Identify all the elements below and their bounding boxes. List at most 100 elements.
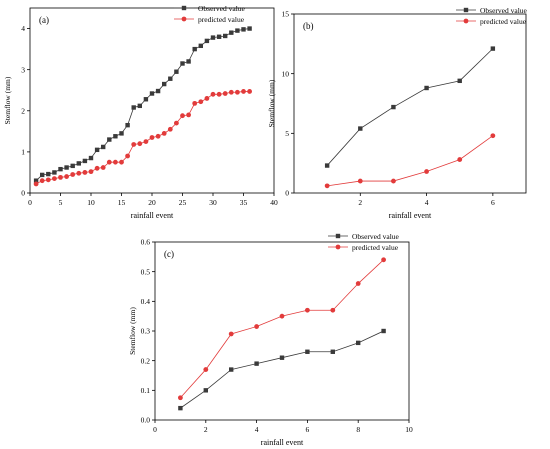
x-tick-label: 0 [28, 198, 32, 207]
data-point [113, 159, 118, 165]
data-point [113, 134, 118, 139]
data-point [381, 328, 386, 334]
data-point [424, 169, 429, 174]
x-tick-label: 4 [255, 425, 259, 434]
x-tick-label: 25 [179, 198, 187, 207]
y-tick-label: 0.6 [141, 238, 151, 247]
data-point [192, 100, 198, 106]
series-line [180, 330, 384, 409]
data-point [39, 178, 45, 184]
legend-marker [181, 5, 187, 11]
legend-label: Observed value [198, 4, 246, 13]
y-tick-label: 0.2 [141, 356, 151, 365]
data-point [198, 43, 203, 49]
x-tick-label: 0 [153, 425, 157, 434]
legend-label: predicted value [352, 243, 399, 252]
data-point [247, 89, 253, 94]
data-point [143, 97, 149, 102]
data-point [94, 165, 100, 171]
data-point [357, 178, 363, 184]
series-0: Observed value [178, 232, 400, 411]
data-point [76, 161, 81, 166]
series-line [35, 91, 250, 185]
data-point [101, 144, 106, 150]
data-point [82, 170, 88, 175]
data-point [137, 141, 143, 147]
y-axis-label: Stemflow (mm) [128, 307, 137, 355]
legend-label: Observed value [480, 6, 528, 15]
data-point [222, 91, 228, 96]
data-point [162, 81, 167, 87]
data-point [192, 46, 197, 52]
data-point [324, 183, 330, 189]
data-point [149, 135, 155, 140]
data-point [391, 104, 396, 110]
chart-panel-1: 2 4 6 0 5 10 15 rainfall event Stemflow (mm) (b) O… [267, 6, 528, 220]
data-point [94, 147, 100, 153]
data-point [228, 89, 234, 95]
data-point [131, 105, 136, 110]
legend-label: predicted value [198, 15, 245, 24]
data-point [229, 30, 234, 35]
data-point [279, 355, 285, 360]
data-point [149, 91, 155, 96]
data-point [178, 405, 183, 411]
y-tick-label: 0.1 [141, 386, 151, 395]
data-point [204, 38, 210, 44]
y-axis-label: Stemflow (mm) [3, 76, 12, 124]
data-point [174, 69, 179, 74]
chart-panel-2: 0 2 4 6 8 10 0.0 0.1 0.2 0.3 0.4 0.5 0.6 rainfall eve… [128, 232, 413, 447]
x-tick-label: 5 [59, 198, 63, 207]
data-point [490, 46, 496, 51]
data-point [210, 35, 216, 40]
data-point [247, 26, 252, 31]
data-point [358, 126, 363, 131]
y-tick-label: 0 [285, 189, 289, 198]
series-0: Observed value [33, 4, 252, 183]
data-point [119, 131, 124, 136]
series-line [180, 259, 384, 399]
data-point [203, 388, 208, 393]
data-point [70, 163, 75, 169]
data-point [356, 340, 361, 346]
series-0: Observed value [324, 6, 528, 168]
data-point [203, 367, 209, 372]
data-point [305, 307, 310, 313]
data-point [58, 166, 63, 172]
x-tick-label: 6 [491, 198, 495, 207]
data-point [391, 178, 396, 184]
panel-label: (a) [39, 15, 49, 25]
data-point [235, 89, 240, 95]
x-tick-label: 20 [148, 198, 156, 207]
data-point [279, 313, 285, 319]
data-point [45, 177, 51, 183]
data-point [204, 96, 210, 101]
data-point [457, 78, 462, 84]
data-point [223, 33, 228, 39]
data-point [88, 169, 94, 175]
x-tick-label: 40 [270, 198, 278, 207]
data-point [228, 331, 234, 337]
x-axis-label: rainfall event [261, 438, 304, 447]
series-line [326, 48, 494, 166]
x-axis-label: rainfall event [131, 211, 174, 220]
x-tick-label: 30 [209, 198, 217, 207]
data-point [88, 155, 94, 161]
data-point [119, 159, 124, 165]
data-point [216, 91, 222, 97]
y-tick-label: 4 [21, 24, 25, 33]
data-point [355, 281, 361, 286]
x-axis-label: rainfall event [389, 211, 432, 220]
x-tick-label: 35 [240, 198, 248, 207]
data-point [424, 85, 429, 91]
legend-label: predicted value [480, 17, 527, 26]
data-point [167, 126, 173, 132]
x-tick-label: 15 [118, 198, 126, 207]
plot-frame [29, 7, 275, 194]
data-point [216, 34, 222, 39]
data-point [40, 172, 45, 178]
y-tick-label: 5 [285, 129, 289, 138]
plot-frame [154, 241, 410, 421]
data-point [64, 174, 69, 179]
